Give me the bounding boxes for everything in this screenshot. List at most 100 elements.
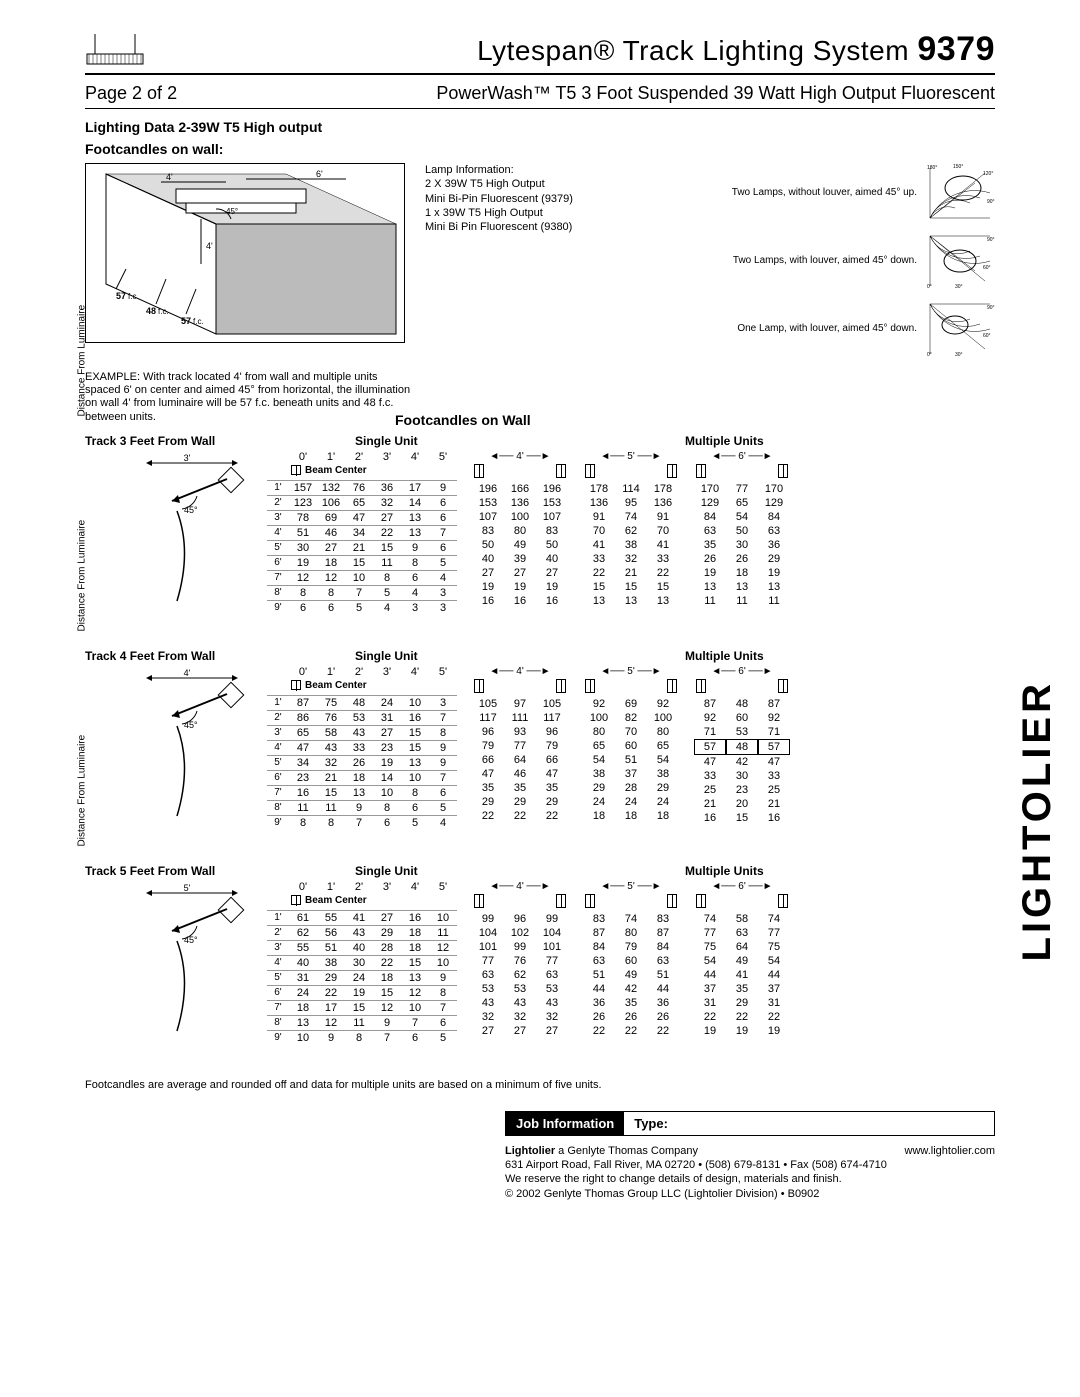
lamp-line-2: Mini Bi-Pin Fluorescent (9379) — [425, 192, 625, 206]
data-cell: 77 — [536, 954, 568, 968]
row-header: 2' — [267, 711, 289, 725]
data-cell: 9 — [429, 481, 457, 495]
unit-icon — [585, 464, 595, 478]
col-header: 3' — [373, 451, 401, 463]
data-cell: 84 — [758, 510, 790, 524]
data-cell: 11 — [373, 556, 401, 570]
single-unit-table: 0'1'2'3'4'5'Beam Center1'6155412716102'6… — [267, 881, 457, 1045]
data-cell: 9 — [429, 756, 457, 770]
col-header: 5' — [429, 451, 457, 463]
data-cell: 84 — [694, 510, 726, 524]
data-cell: 34 — [345, 526, 373, 540]
data-cell: 29 — [647, 781, 679, 795]
data-cell: 27 — [373, 511, 401, 525]
data-cell: 21 — [758, 797, 790, 811]
data-cell: 10 — [401, 1001, 429, 1015]
data-cell: 6 — [401, 1031, 429, 1045]
data-cell: 3 — [401, 601, 429, 615]
tables-root: Track 3 Feet From WallSingle UnitMultipl… — [85, 434, 995, 1061]
data-cell: 101 — [472, 940, 504, 954]
data-cell: 91 — [583, 510, 615, 524]
row-header: 5' — [267, 541, 289, 555]
data-cell: 37 — [694, 982, 726, 996]
data-cell: 5 — [373, 586, 401, 600]
multi-col-4': ◄── 4' ──►196166196153136153107100107838… — [472, 451, 568, 608]
col-header: 1' — [317, 881, 345, 893]
data-cell: 53 — [345, 711, 373, 725]
data-cell: 18 — [317, 556, 345, 570]
data-cell: 63 — [726, 926, 758, 940]
svg-text:48: 48 — [146, 306, 156, 316]
data-cell: 11 — [726, 594, 758, 608]
data-cell: 63 — [647, 954, 679, 968]
data-cell: 22 — [373, 956, 401, 970]
data-cell: 38 — [583, 767, 615, 781]
data-cell: 60 — [615, 739, 647, 753]
data-cell: 22 — [472, 809, 504, 823]
data-cell: 46 — [504, 767, 536, 781]
data-cell: 38 — [615, 538, 647, 552]
data-cell: 157 — [289, 481, 317, 495]
data-cell: 153 — [472, 496, 504, 510]
data-cell: 74 — [694, 912, 726, 926]
data-cell: 54 — [647, 753, 679, 767]
row-header: 8' — [267, 801, 289, 815]
data-cell: 32 — [373, 496, 401, 510]
data-cell: 70 — [615, 725, 647, 739]
unit-icon — [474, 894, 484, 908]
data-cell: 41 — [726, 968, 758, 982]
data-cell: 51 — [289, 526, 317, 540]
data-cell: 44 — [758, 968, 790, 982]
data-cell: 44 — [583, 982, 615, 996]
data-cell: 105 — [536, 697, 568, 711]
data-cell: 20 — [726, 797, 758, 811]
data-cell: 132 — [317, 481, 345, 495]
data-cell: 6 — [317, 601, 345, 615]
header-title: Lytespan® Track Lighting System 9379 — [477, 30, 995, 69]
data-cell: 48 — [726, 697, 758, 711]
data-cell: 18 — [615, 809, 647, 823]
data-cell: 50 — [472, 538, 504, 552]
svg-text:120°: 120° — [983, 171, 993, 177]
data-cell: 77 — [472, 954, 504, 968]
data-cell: 13 — [401, 511, 429, 525]
unit-icon — [696, 679, 706, 693]
data-cell: 99 — [472, 912, 504, 926]
data-cell: 29 — [373, 926, 401, 940]
data-cell: 92 — [694, 711, 726, 725]
col-header: 2' — [345, 666, 373, 678]
track-label: Track 5 Feet From Wall — [85, 864, 355, 878]
data-cell: 87 — [647, 926, 679, 940]
data-cell: 29 — [726, 996, 758, 1010]
svg-text:f.c.: f.c. — [158, 307, 169, 316]
data-cell: 111 — [504, 711, 536, 725]
data-cell: 97 — [504, 697, 536, 711]
data-cell: 36 — [647, 996, 679, 1010]
data-cell: 83 — [583, 912, 615, 926]
data-cell: 54 — [758, 954, 790, 968]
job-info-label: Job Information — [506, 1112, 624, 1135]
data-cell: 6 — [401, 801, 429, 815]
polar-label-1: Two Lamps, without louver, aimed 45° up. — [732, 187, 917, 199]
data-cell: 36 — [583, 996, 615, 1010]
data-cell: 47 — [472, 767, 504, 781]
data-cell: 8 — [317, 816, 345, 830]
data-cell: 96 — [504, 912, 536, 926]
footer-brand: Lightolier — [505, 1145, 555, 1157]
col-header: 4' — [401, 666, 429, 678]
data-cell: 63 — [694, 524, 726, 538]
data-cell: 47 — [289, 741, 317, 755]
example-text: EXAMPLE: With track located 4' from wall… — [85, 371, 415, 424]
data-cell: 51 — [583, 968, 615, 982]
data-cell: 18 — [373, 971, 401, 985]
data-cell: 80 — [647, 725, 679, 739]
data-cell: 27 — [504, 566, 536, 580]
data-cell: 35 — [504, 781, 536, 795]
data-cell: 47 — [694, 755, 726, 769]
lamp-info: Lamp Information: 2 X 39W T5 High Output… — [425, 163, 625, 359]
svg-text:0°: 0° — [927, 284, 932, 290]
data-cell: 15 — [647, 580, 679, 594]
data-cell: 8 — [401, 786, 429, 800]
page-number: Page 2 of 2 — [85, 83, 177, 104]
data-cell: 16 — [694, 811, 726, 825]
